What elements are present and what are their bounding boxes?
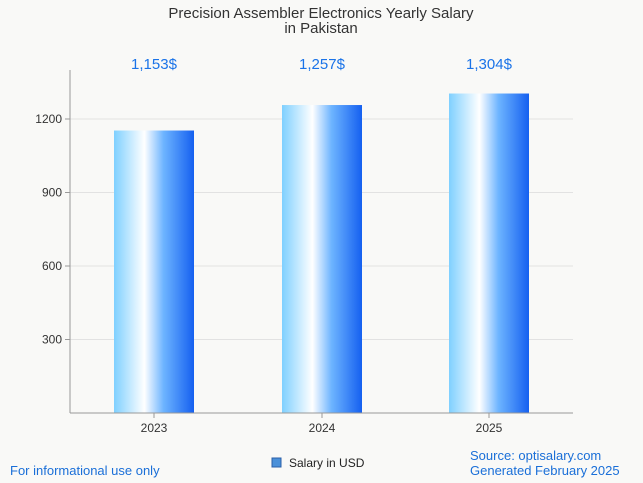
legend-swatch [271, 457, 282, 468]
chart-title-line-1: Precision Assembler Electronics Yearly S… [168, 5, 474, 22]
bar-2023 [114, 130, 194, 413]
y-tick-label: 900 [42, 186, 62, 200]
x-tick-label: 2025 [476, 421, 503, 435]
disclaimer-text: For informational use only [10, 463, 160, 478]
y-tick-label: 300 [42, 333, 62, 347]
x-tick-label: 2024 [309, 421, 336, 435]
x-axis-ticks: 2023 2024 2025 [141, 413, 503, 435]
bar-2025 [449, 93, 529, 414]
y-tick-label: 1200 [35, 112, 62, 126]
x-tick-label: 2023 [141, 421, 168, 435]
legend: Salary in USD [271, 456, 365, 470]
y-tick-label: 600 [42, 259, 62, 273]
source-text: Source: optisalary.com [470, 448, 602, 463]
value-label-2023: 1,153$ [131, 56, 178, 73]
value-labels: 1,153$ 1,257$ 1,304$ [131, 56, 513, 73]
bars [114, 93, 529, 414]
bar-2024 [282, 105, 362, 413]
legend-label: Salary in USD [289, 456, 365, 470]
chart-title-line-2: in Pakistan [284, 20, 357, 37]
value-label-2025: 1,304$ [466, 56, 513, 73]
generated-date-text: Generated February 2025 [470, 463, 620, 478]
value-label-2024: 1,257$ [299, 56, 346, 73]
y-axis-ticks: 300 600 900 1200 [35, 112, 70, 347]
